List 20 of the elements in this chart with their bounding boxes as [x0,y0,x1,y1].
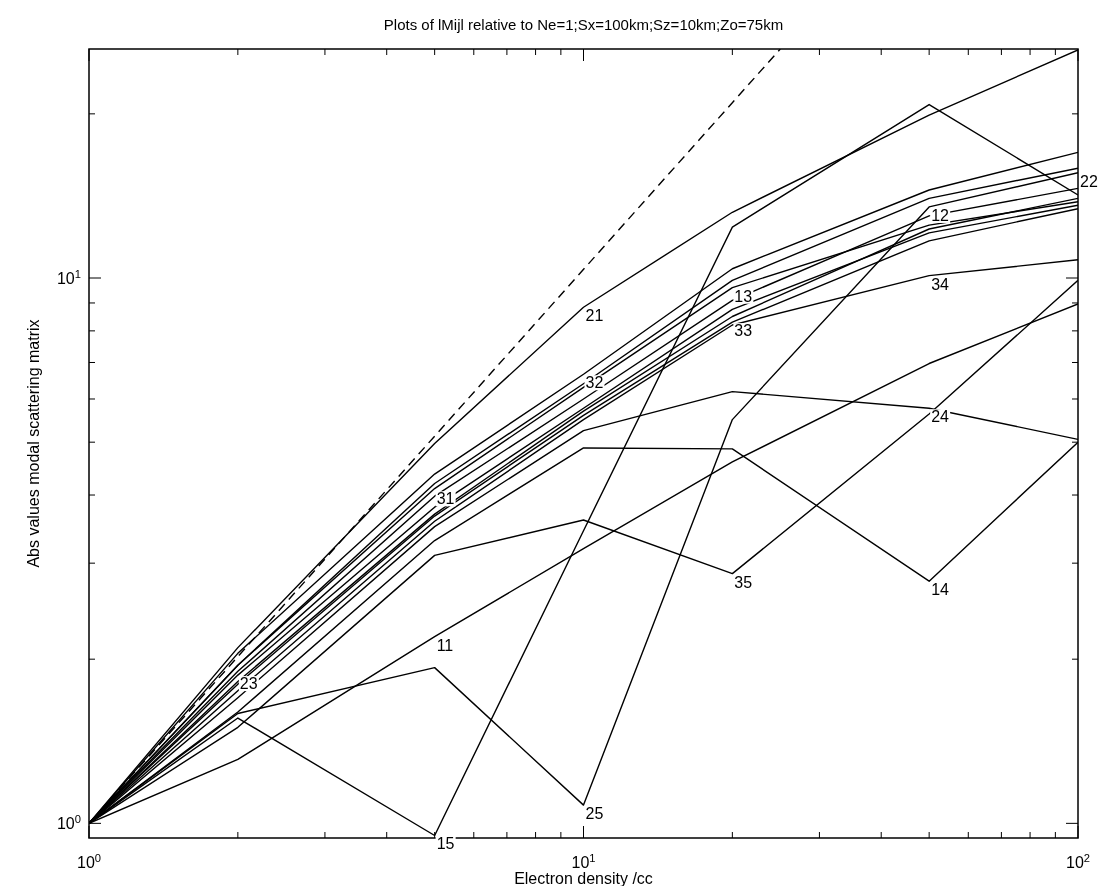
annotation: 33 [734,322,753,340]
annotation: 34 [931,275,950,293]
chart-title: Plots of lMijl relative to Ne=1;Sx=100km;Sz=10km;Zo=75km [383,16,784,33]
annotation: 21 [585,307,604,325]
annotation: 13 [734,287,753,305]
annotation: 11 [436,636,454,654]
annotation: 22 [1080,172,1098,190]
x-tick-label: 10$^{0}$ [76,852,102,871]
x-tick-label: 10$^{2}$ [1065,852,1091,871]
annotation: 23 [239,675,258,693]
annotation: 12 [931,206,950,224]
y-axis-title: Abs values modal scattering matrix [25,319,42,568]
annotation: 32 [585,374,604,392]
annotation: 24 [931,408,950,426]
annotation: 35 [734,573,753,591]
annotation: 15 [436,835,455,853]
annotation: 25 [585,805,604,823]
x-tick-label: 10$^{1}$ [571,852,596,871]
annotation: 14 [931,581,950,599]
annotation: 31 [436,490,455,508]
